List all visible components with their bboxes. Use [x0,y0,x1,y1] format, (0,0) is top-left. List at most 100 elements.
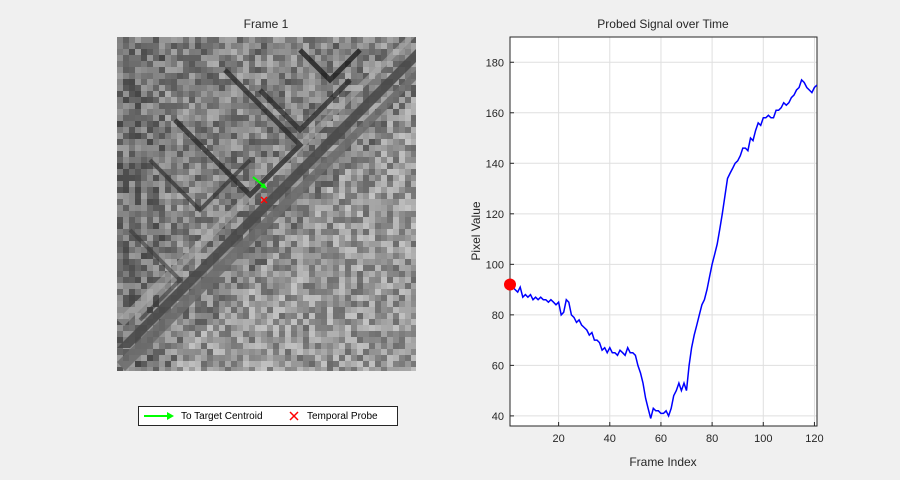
image-pixel [243,109,249,115]
image-pixel [231,319,237,325]
image-pixel [129,49,135,55]
image-title: Frame 1 [244,17,289,31]
image-pixel [297,91,303,97]
image-pixel [351,127,357,133]
image-pixel [369,355,375,361]
image-pixel [273,43,279,49]
image-pixel [249,103,255,109]
image-pixel [159,97,165,103]
image-pixel [327,325,333,331]
image-pixel [123,217,129,223]
image-pixel [327,241,333,247]
image-pixel [225,277,231,283]
image-pixel [369,319,375,325]
image-pixel [387,247,393,253]
image-pixel [357,265,363,271]
image-pixel [201,157,207,163]
image-pixel [369,139,375,145]
image-pixel [399,313,405,319]
image-pixel [255,139,261,145]
image-pixel [339,313,345,319]
image-pixel [195,235,201,241]
image-pixel [159,235,165,241]
image-pixel [165,61,171,67]
image-pixel [237,49,243,55]
image-pixel [357,259,363,265]
image-pixel [225,145,231,151]
image-pixel [303,331,309,337]
image-pixel [267,133,273,139]
image-pixel [351,187,357,193]
image-pixel [201,175,207,181]
image-pixel [243,181,249,187]
image-pixel [177,361,183,367]
image-pixel [249,343,255,349]
image-pixel [351,49,357,55]
image-pixel [189,205,195,211]
image-pixel [333,265,339,271]
image-pixel [237,307,243,313]
image-pixel [291,295,297,301]
image-pixel [201,73,207,79]
image-pixel [255,91,261,97]
image-pixel [159,355,165,361]
image-pixel [285,121,291,127]
image-pixel [393,265,399,271]
image-pixel [375,277,381,283]
image-pixel [267,229,273,235]
image-pixel [183,265,189,271]
image-pixel [381,97,387,103]
image-pixel [165,247,171,253]
image-pixel [297,217,303,223]
image-pixel [153,169,159,175]
image-pixel [321,259,327,265]
image-pixel [363,277,369,283]
image-pixel [117,205,123,211]
image-pixel [255,253,261,259]
image-pixel [183,337,189,343]
image-pixel [303,361,309,367]
image-pixel [405,337,411,343]
image-pixel [159,217,165,223]
image-pixel [129,259,135,265]
image-pixel [285,283,291,289]
image-pixel [189,229,195,235]
image-pixel [315,241,321,247]
image-pixel [171,55,177,61]
image-pixel [387,337,393,343]
image-pixel [351,265,357,271]
image-pixel [123,79,129,85]
image-pixel [195,211,201,217]
image-pixel [255,247,261,253]
image-pixel [399,157,405,163]
image-pixel [387,235,393,241]
image-pixel [285,355,291,361]
image-pixel [345,301,351,307]
image-pixel [351,67,357,73]
image-pixel [405,277,411,283]
image-pixel [369,187,375,193]
image-pixel [285,223,291,229]
image-pixel [393,43,399,49]
image-pixel [177,61,183,67]
image-pixel [411,43,416,49]
image-pixel [249,79,255,85]
image-pixel [267,367,273,371]
image-pixel [309,337,315,343]
image-pixel [183,313,189,319]
image-pixel [393,355,399,361]
image-pixel [375,139,381,145]
image-pixel [297,121,303,127]
image-pixel [357,367,363,371]
image-pixel [219,343,225,349]
image-pixel [393,295,399,301]
image-pixel [147,181,153,187]
image-pixel [237,211,243,217]
image-pixel [393,181,399,187]
image-pixel [165,181,171,187]
image-pixel [387,229,393,235]
image-pixel [363,229,369,235]
image-pixel [369,283,375,289]
x-tick-label: 20 [552,433,564,445]
image-pixel [363,349,369,355]
